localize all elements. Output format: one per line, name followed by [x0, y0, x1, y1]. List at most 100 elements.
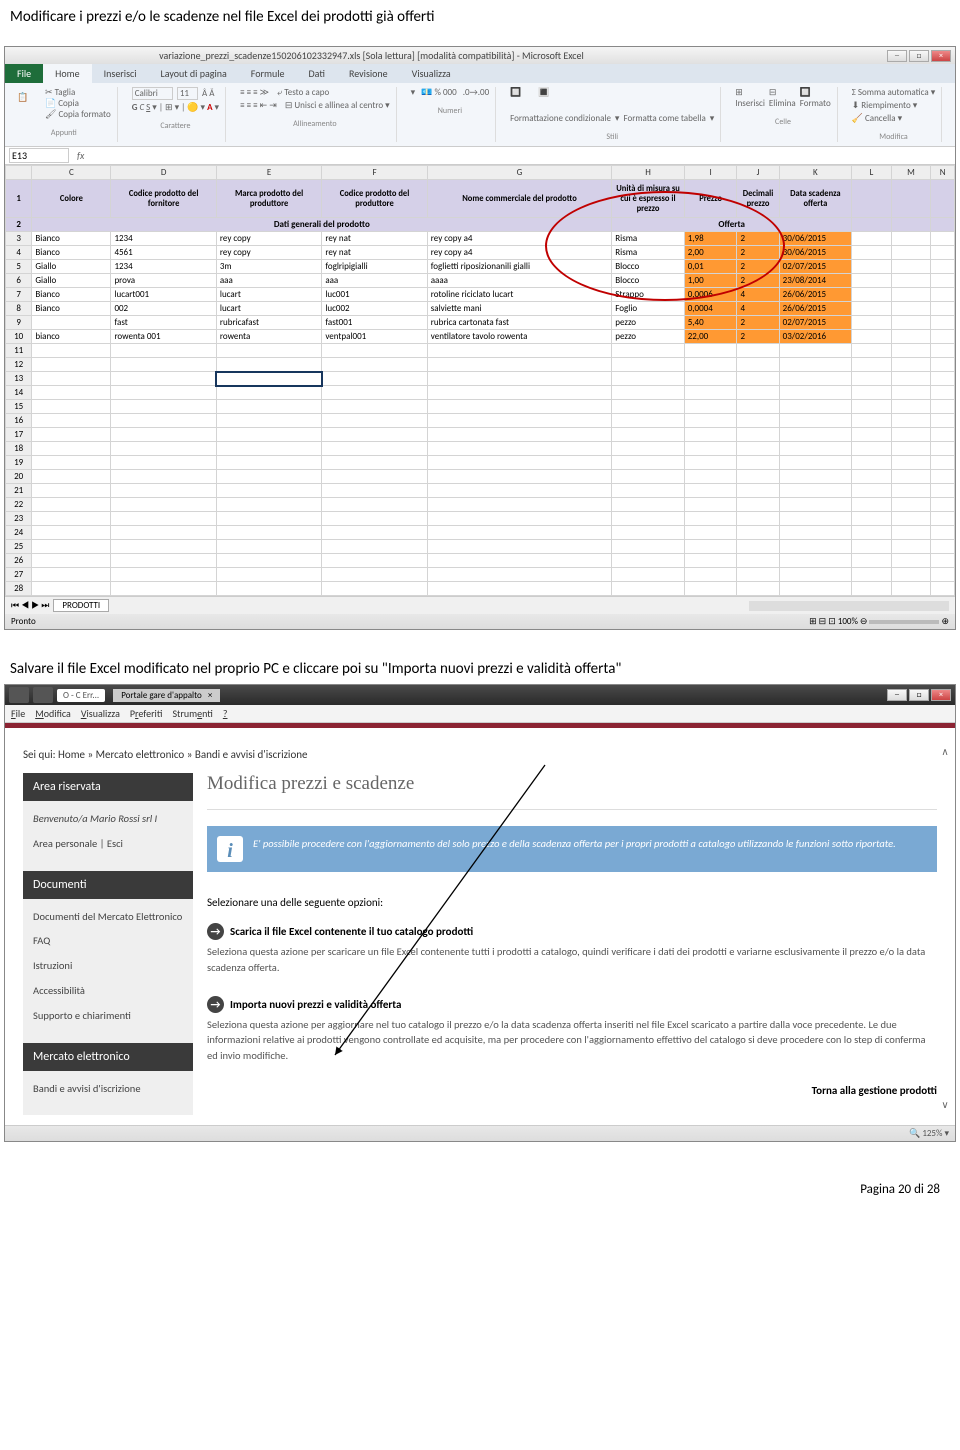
cut-button[interactable]: ✂ Taglia: [45, 87, 111, 98]
browser-tab[interactable]: Portale gare d'appalto ×: [113, 689, 220, 702]
col-header[interactable]: J: [737, 166, 779, 180]
size-select[interactable]: 11: [177, 87, 198, 100]
tab-visualizza[interactable]: Visualizza: [400, 64, 463, 83]
data-cell[interactable]: rowenta 001: [111, 330, 216, 344]
tab-formule[interactable]: Formule: [239, 64, 297, 83]
data-cell[interactable]: [931, 316, 955, 330]
data-cell[interactable]: [852, 302, 892, 316]
data-cell[interactable]: 0,01: [684, 260, 737, 274]
autosum-button[interactable]: Σ Somma automatica ▾: [852, 87, 936, 98]
menu-help[interactable]: ?: [223, 707, 228, 720]
data-cell[interactable]: rey copy: [216, 246, 321, 260]
sheet-nav[interactable]: ⏮ ◀ ▶ ⏭: [11, 600, 49, 611]
data-cell[interactable]: 1,98: [684, 232, 737, 246]
scroll-up-icon[interactable]: ∧: [938, 745, 952, 758]
clear-button[interactable]: 🧹 Cancella ▾: [852, 113, 902, 124]
data-cell[interactable]: rotoline riciclato lucart: [427, 288, 612, 302]
sidebar-item-supporto[interactable]: Supporto e chiarimenti: [33, 1008, 183, 1025]
data-cell[interactable]: luc002: [322, 302, 427, 316]
menu-preferiti[interactable]: Preferiti: [130, 707, 163, 720]
data-cell[interactable]: [891, 302, 931, 316]
data-cell[interactable]: 1234: [111, 232, 216, 246]
data-cell[interactable]: [852, 246, 892, 260]
data-cell[interactable]: aaa: [322, 274, 427, 288]
copy-button[interactable]: 📄 Copia: [45, 98, 111, 109]
data-cell[interactable]: pezzo: [612, 330, 684, 344]
data-cell[interactable]: Bianco: [32, 232, 111, 246]
data-cell[interactable]: [931, 330, 955, 344]
data-cell[interactable]: [931, 232, 955, 246]
tab-inserisci[interactable]: Inserisci: [92, 64, 149, 83]
data-cell[interactable]: bianco: [32, 330, 111, 344]
data-cell[interactable]: ventpal001: [322, 330, 427, 344]
data-cell[interactable]: 002: [111, 302, 216, 316]
sidebar-item-faq[interactable]: FAQ: [33, 933, 183, 950]
col-header[interactable]: E: [216, 166, 321, 180]
data-cell[interactable]: pezzo: [612, 316, 684, 330]
col-header[interactable]: C: [32, 166, 111, 180]
b-maximize[interactable]: □: [909, 689, 929, 701]
data-cell[interactable]: [891, 260, 931, 274]
data-cell[interactable]: 03/02/2016: [779, 330, 851, 344]
zoom-slider[interactable]: [869, 620, 939, 624]
sidebar-item-bandi[interactable]: Bandi e avvisi d'iscrizione: [33, 1081, 183, 1098]
data-cell[interactable]: Strappo: [612, 288, 684, 302]
maximize-button[interactable]: □: [909, 50, 929, 62]
insert-button[interactable]: ⊞Inserisci: [735, 87, 765, 109]
sheet-tab-prodotti[interactable]: PRODOTTI: [53, 599, 109, 612]
bold-button[interactable]: G: [132, 102, 138, 113]
data-cell[interactable]: 02/07/2015: [779, 260, 851, 274]
data-cell[interactable]: [891, 288, 931, 302]
data-cell[interactable]: fast001: [322, 316, 427, 330]
data-cell[interactable]: foglripigialli: [322, 260, 427, 274]
data-cell[interactable]: [891, 330, 931, 344]
back-button[interactable]: [9, 687, 29, 703]
data-cell[interactable]: 2: [737, 232, 779, 246]
data-cell[interactable]: 22,00: [684, 330, 737, 344]
data-cell[interactable]: prova: [111, 274, 216, 288]
data-cell[interactable]: rowenta: [216, 330, 321, 344]
name-box[interactable]: E13: [9, 148, 69, 163]
data-cell[interactable]: rubrica cartonata fast: [427, 316, 612, 330]
file-tab[interactable]: File: [5, 64, 43, 83]
table-format-icon[interactable]: 🔳: [538, 87, 562, 111]
data-cell[interactable]: lucart001: [111, 288, 216, 302]
data-cell[interactable]: 23/08/2014: [779, 274, 851, 288]
data-cell[interactable]: aaa: [216, 274, 321, 288]
italic-button[interactable]: C: [139, 102, 144, 113]
tab-dati[interactable]: Dati: [297, 64, 337, 83]
data-cell[interactable]: 4: [737, 288, 779, 302]
arrow-icon[interactable]: →: [207, 923, 224, 940]
sidebar-item-doc-mercato[interactable]: Documenti del Mercato Elettronico: [33, 909, 183, 926]
sidebar-item-istruzioni[interactable]: Istruzioni: [33, 958, 183, 975]
tab-home[interactable]: Home: [43, 64, 91, 83]
data-cell[interactable]: Blocco: [612, 260, 684, 274]
data-cell[interactable]: Foglio: [612, 302, 684, 316]
menu-strumenti[interactable]: Strumenti: [172, 707, 212, 720]
zoom-in[interactable]: ⊕: [941, 616, 949, 627]
data-cell[interactable]: [931, 260, 955, 274]
data-cell[interactable]: Giallo: [32, 274, 111, 288]
data-cell[interactable]: 2: [737, 260, 779, 274]
data-cell[interactable]: luc001: [322, 288, 427, 302]
merge-button[interactable]: ⊟ Unisci e allinea al centro ▾: [285, 100, 390, 111]
data-cell[interactable]: 0,0006: [684, 288, 737, 302]
data-cell[interactable]: 26/06/2015: [779, 288, 851, 302]
menu-modifica[interactable]: Modifica: [35, 707, 71, 720]
data-cell[interactable]: rey copy: [216, 232, 321, 246]
menu-visualizza[interactable]: Visualizza: [81, 707, 120, 720]
data-cell[interactable]: ventilatore tavolo rowenta: [427, 330, 612, 344]
data-cell[interactable]: 2: [737, 330, 779, 344]
data-cell[interactable]: 30/06/2015: [779, 232, 851, 246]
address-bar[interactable]: O - C Err...: [57, 689, 105, 702]
data-cell[interactable]: [891, 274, 931, 288]
data-cell[interactable]: [32, 316, 111, 330]
col-header[interactable]: M: [891, 166, 931, 180]
delete-button[interactable]: ⊟Elimina: [769, 87, 796, 109]
data-cell[interactable]: Risma: [612, 246, 684, 260]
fill-button[interactable]: ⬇ Riempimento ▾: [852, 100, 918, 111]
data-cell[interactable]: 02/07/2015: [779, 316, 851, 330]
format-button[interactable]: 🔲Formato: [800, 87, 831, 109]
underline-button[interactable]: S: [146, 102, 150, 113]
data-cell[interactable]: aaaa: [427, 274, 612, 288]
